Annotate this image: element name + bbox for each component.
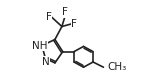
Text: F: F bbox=[71, 19, 77, 29]
Text: F: F bbox=[62, 7, 68, 17]
Text: N: N bbox=[42, 57, 49, 67]
Text: CH₃: CH₃ bbox=[107, 62, 126, 72]
Text: F: F bbox=[46, 12, 51, 22]
Text: NH: NH bbox=[32, 41, 48, 51]
